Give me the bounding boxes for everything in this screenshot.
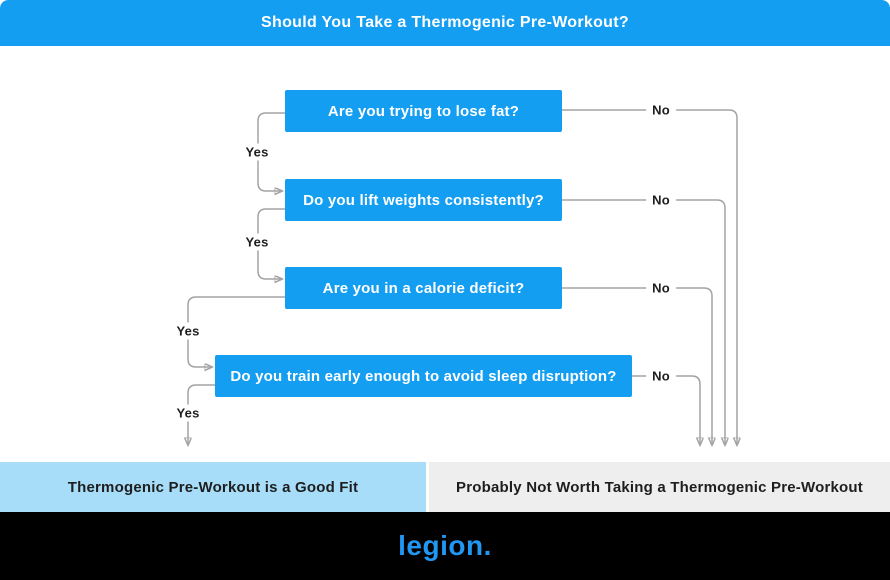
question-box-calorie-deficit: Are you in a calorie deficit? — [285, 267, 562, 309]
no-label-4: No — [646, 367, 676, 385]
question-label: Do you train early enough to avoid sleep… — [230, 367, 617, 385]
question-box-lift-weights: Do you lift weights consistently? — [285, 179, 562, 221]
question-box-lose-fat: Are you trying to lose fat? — [285, 90, 562, 132]
legion-logo: legion. — [398, 530, 492, 561]
outcome-positive-label: Thermogenic Pre-Workout is a Good Fit — [67, 478, 359, 496]
no-connector-2 — [562, 199, 725, 444]
question-label: Do you lift weights consistently? — [303, 191, 544, 209]
question-label: Are you in a calorie deficit? — [322, 279, 525, 297]
no-label-2: No — [646, 191, 676, 209]
footer-bar: legion. — [0, 512, 890, 580]
yes-label-2: Yes — [239, 233, 275, 251]
outcome-box-positive: Thermogenic Pre-Workout is a Good Fit — [0, 462, 426, 512]
header-bar: Should You Take a Thermogenic Pre-Workou… — [0, 0, 890, 46]
question-box-train-early: Do you train early enough to avoid sleep… — [215, 355, 632, 397]
no-label-3: No — [646, 279, 676, 297]
outcome-box-negative: Probably Not Worth Taking a Thermogenic … — [429, 462, 890, 512]
yes-label-3: Yes — [170, 322, 206, 340]
yes-label-1: Yes — [239, 143, 275, 161]
question-label: Are you trying to lose fat? — [327, 102, 520, 120]
page-title: Should You Take a Thermogenic Pre-Workou… — [261, 14, 629, 31]
no-label-1: No — [646, 101, 676, 119]
yes-label-4: Yes — [170, 404, 206, 422]
no-connector-4 — [631, 375, 700, 444]
outcome-negative-label: Probably Not Worth Taking a Thermogenic … — [456, 478, 863, 496]
